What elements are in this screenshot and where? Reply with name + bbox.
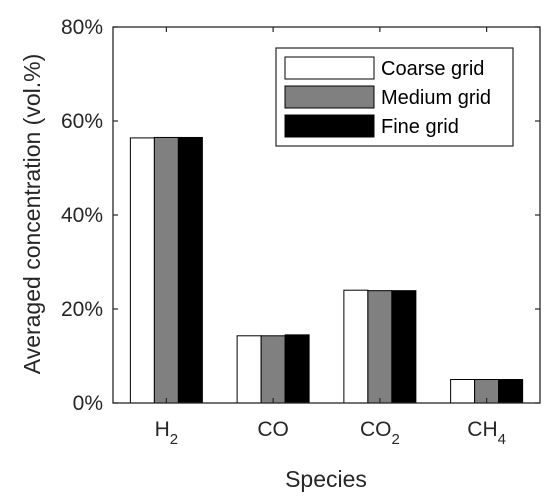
bar (498, 379, 524, 404)
x-tick-label: CO (257, 418, 289, 441)
axes-group (112, 26, 541, 404)
bar (450, 379, 476, 404)
bar (391, 290, 417, 404)
legend: Coarse grid Medium grid Fine grid (275, 47, 514, 147)
bar (284, 334, 310, 404)
legend-swatch (284, 85, 375, 109)
bar (236, 335, 262, 404)
legend-label: Coarse grid (381, 58, 484, 80)
bar (129, 137, 155, 404)
bar (343, 289, 369, 404)
x-tick-label: CO2 (360, 418, 400, 448)
legend-swatch (284, 114, 375, 138)
bar (153, 136, 179, 404)
y-tick-label: 80% (61, 16, 103, 39)
bar (367, 290, 393, 404)
legend-label: Fine grid (381, 116, 459, 138)
x-axis-label: Species (285, 466, 367, 492)
bar (260, 335, 286, 404)
y-axis-label: Averaged concentration (vol.%) (19, 54, 45, 374)
y-tick-label: 20% (61, 298, 103, 321)
legend-swatch (284, 56, 375, 80)
x-tick-label: H2 (155, 418, 179, 448)
x-tick-labels: H2 CO CO2 CH4 (155, 418, 506, 448)
bar (177, 136, 203, 404)
y-tick-label: 0% (73, 392, 103, 415)
bars-group (129, 136, 524, 404)
y-tick-label: 40% (61, 204, 103, 227)
y-tick-label: 60% (61, 110, 103, 133)
legend-label: Medium grid (381, 87, 491, 109)
x-tick-label: CH4 (467, 418, 506, 448)
y-tick-labels: 0% 20% 40% 60% 80% (61, 16, 103, 415)
